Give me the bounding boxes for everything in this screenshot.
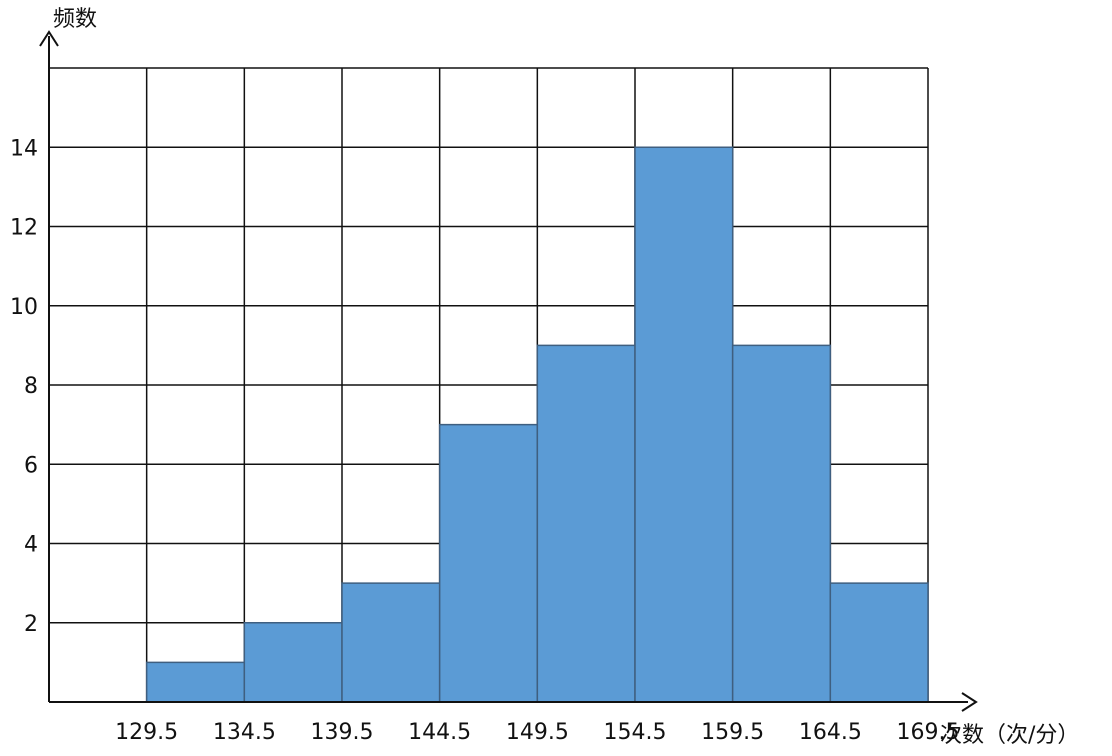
x-tick-label: 139.5 xyxy=(311,720,374,745)
histogram-bar xyxy=(731,344,832,703)
y-tick-label: 2 xyxy=(24,612,38,637)
y-tick-label: 4 xyxy=(24,533,38,558)
histogram-bar xyxy=(341,582,441,703)
x-axis-arrow-icon xyxy=(961,692,978,712)
y-tick-label: 10 xyxy=(10,295,38,320)
x-tick-label: 164.5 xyxy=(799,720,862,745)
y-tick-label: 8 xyxy=(24,374,38,399)
bars xyxy=(145,146,929,703)
histogram-bar xyxy=(536,344,636,703)
y-tick-label: 12 xyxy=(10,216,38,241)
axes xyxy=(39,30,978,712)
y-tick-label: 14 xyxy=(10,136,38,161)
histogram-bar xyxy=(829,582,929,703)
x-tick-label: 159.5 xyxy=(701,720,764,745)
y-axis-label: 频数 xyxy=(53,7,97,32)
x-tick-label: 129.5 xyxy=(115,720,178,745)
histogram-bar xyxy=(243,622,343,703)
x-axis-label: 次数（次/分） xyxy=(940,723,1079,748)
x-tick-label: 154.5 xyxy=(604,720,667,745)
histogram-bar xyxy=(438,423,539,703)
x-tick-label: 169.5 xyxy=(897,720,960,745)
x-tick-labels: 129.5 134.5 139.5 144.5 149.5 154.5 159.5 164.5… xyxy=(115,720,959,745)
histogram-bar xyxy=(145,661,246,703)
x-tick-label: 149.5 xyxy=(506,720,569,745)
y-tick-labels: 2 4 6 8 10 12 14 xyxy=(10,136,38,637)
y-tick-label: 6 xyxy=(24,453,38,478)
x-tick-label: 144.5 xyxy=(408,720,471,745)
x-tick-label: 134.5 xyxy=(213,720,276,745)
y-axis-arrow-icon xyxy=(39,30,59,47)
histogram-bar xyxy=(634,146,734,703)
